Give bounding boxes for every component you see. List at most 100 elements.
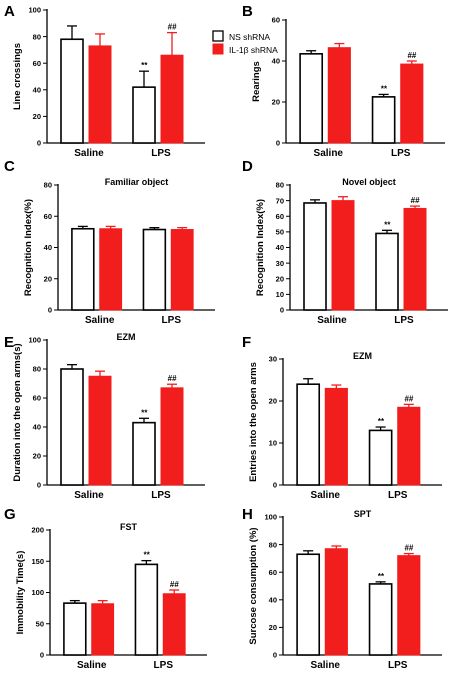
panel-c-bar-il1b-saline xyxy=(99,228,123,311)
panel-a-letter: A xyxy=(4,3,15,20)
panel-e-ytick-label: 80 xyxy=(33,365,41,374)
panel-g-sig-mark: ## xyxy=(170,580,179,589)
panel-g-ytick-label: 200 xyxy=(31,526,44,535)
panel-f-ytick-label: 30 xyxy=(269,355,277,364)
panel-a: A 0 20 40 60 80 100 Line crossings ** ## Saline LPS xyxy=(4,3,205,159)
panel-c-ytick-label: 20 xyxy=(44,274,52,283)
panel-a-sig-mark: ** xyxy=(141,61,148,70)
panel-a-sig-mark: ## xyxy=(168,23,177,32)
panel-h-letter: H xyxy=(242,506,253,523)
panel-g-sig-mark: ** xyxy=(143,551,150,560)
panel-d-ytick-label: 30 xyxy=(276,259,284,268)
panel-f-bar-il1b-saline xyxy=(324,387,348,486)
panel-g-xtick-label: Saline xyxy=(77,660,107,671)
panel-g-ytick-label: 50 xyxy=(36,619,44,628)
panel-a-xtick-label: Saline xyxy=(74,148,104,159)
panel-d-ytick-label: 10 xyxy=(276,290,284,299)
panel-b-ylabel: Rearings xyxy=(251,61,262,102)
panel-d-letter: D xyxy=(242,158,253,175)
panel-h: H 0 20 40 60 80 100 Surcose consumption (%) SPT *… xyxy=(242,506,442,671)
panel-c-bar-ns-lps xyxy=(142,228,167,311)
legend-label-il1b-shrna: IL-1β shRNA xyxy=(229,45,278,55)
legend: NS shRNA IL-1β shRNA xyxy=(212,30,278,55)
legend-label-ns-shrna: NS shRNA xyxy=(229,32,270,42)
panel-d-sig-mark: ** xyxy=(384,220,391,229)
panel-c-ytick-label: 40 xyxy=(44,243,52,252)
panel-f-sig-mark: ## xyxy=(404,394,413,403)
panel-b-xtick-label: Saline xyxy=(314,148,344,159)
panel-d-ylabel: Recognition Index(%) xyxy=(255,199,266,296)
panel-h-ytick-label: 60 xyxy=(269,568,277,577)
panel-f-xtick-label: Saline xyxy=(311,490,341,501)
panel-b: B 0 20 40 60 Rearings ** ## Saline LPS xyxy=(242,3,445,159)
panel-a-ytick-label: 20 xyxy=(33,112,41,121)
panel-c-bar-il1b-lps xyxy=(170,229,194,311)
panel-e-ytick-label: 0 xyxy=(37,481,41,490)
panel-h-xtick-label: LPS xyxy=(388,660,408,671)
panel-h-bar-il1b-saline xyxy=(324,548,348,656)
panel-f-title: EZM xyxy=(353,351,372,361)
panel-b-ytick-label: 0 xyxy=(276,139,280,148)
panel-f-sig-mark: ** xyxy=(377,417,384,426)
panel-a-ytick-label: 0 xyxy=(37,139,41,148)
panel-g-ytick-label: 0 xyxy=(40,651,44,660)
legend-swatch-ns-shrna xyxy=(212,30,224,42)
panel-h-ylabel: Surcose consumption (%) xyxy=(248,527,259,644)
panel-g-bar-il1b-lps xyxy=(162,593,186,656)
panel-g-ytick-label: 150 xyxy=(31,557,44,566)
panel-b-xtick-label: LPS xyxy=(391,148,411,159)
panel-e-ytick-label: 100 xyxy=(28,336,41,345)
panel-g-letter: G xyxy=(4,506,16,523)
panel-d-sig-mark: ## xyxy=(411,196,420,205)
panel-a-ytick-label: 80 xyxy=(33,32,41,41)
panel-a-ytick-label: 40 xyxy=(33,86,41,95)
panel-e-sig-mark: ** xyxy=(141,408,148,417)
panel-c-letter: C xyxy=(4,158,15,175)
panel-c-bar-ns-saline xyxy=(71,227,95,311)
panel-g-xtick-label: LPS xyxy=(154,660,174,671)
panel-g-bar-ns-lps xyxy=(134,563,159,656)
panel-h-ytick-label: 80 xyxy=(269,540,277,549)
panel-h-sig-mark: ## xyxy=(404,544,413,553)
panel-e-ytick-label: 60 xyxy=(33,394,41,403)
panel-d-ytick-label: 70 xyxy=(276,196,284,205)
panel-c-ytick-label: 60 xyxy=(44,212,52,221)
panel-g: G 0 50 100 150 200 Immobility Time(s) FST ** ## Sa… xyxy=(4,506,207,671)
panel-a-bar-ns-saline xyxy=(60,38,84,144)
panel-d-ytick-label: 50 xyxy=(276,228,284,237)
panel-e-title: EZM xyxy=(117,332,136,342)
panel-c-xtick-label: LPS xyxy=(162,315,182,326)
panel-d-ytick-label: 80 xyxy=(276,181,284,190)
panel-b-bar-ns-lps xyxy=(371,96,396,144)
panel-b-bar-il1b-saline xyxy=(327,47,351,144)
panel-a-xtick-label: LPS xyxy=(151,148,171,159)
panel-e: E 0 20 40 60 80 100 Duration into the open arms… xyxy=(4,332,205,501)
panel-h-ytick-label: 40 xyxy=(269,596,277,605)
panel-e-bar-il1b-saline xyxy=(88,375,112,486)
panel-a-bar-il1b-lps xyxy=(160,54,184,144)
panel-f-ytick-label: 20 xyxy=(269,397,277,406)
panel-d-ytick-label: 20 xyxy=(276,274,284,283)
panel-d-xtick-label: Saline xyxy=(317,315,347,326)
panel-h-bar-il1b-lps xyxy=(397,555,421,656)
panel-g-ylabel: Immobility Time(s) xyxy=(15,551,26,635)
panel-d-bar-il1b-saline xyxy=(331,200,355,311)
panel-h-ytick-label: 100 xyxy=(264,513,277,522)
panel-e-xtick-label: LPS xyxy=(151,490,171,501)
panel-b-bar-il1b-lps xyxy=(400,63,424,144)
panel-e-ytick-label: 40 xyxy=(33,423,41,432)
panel-e-letter: E xyxy=(4,334,14,351)
panel-c-xtick-label: Saline xyxy=(85,315,115,326)
panel-f-ylabel: Entries into the open arms xyxy=(248,362,259,482)
panel-h-bar-ns-lps xyxy=(368,583,393,656)
panel-d-title: Novel object xyxy=(342,177,396,187)
panel-f-bar-il1b-lps xyxy=(397,406,421,486)
panel-f-xtick-label: LPS xyxy=(388,490,408,501)
panel-f-letter: F xyxy=(242,334,251,351)
panel-e-bar-il1b-lps xyxy=(160,387,184,486)
panel-e-sig-mark: ## xyxy=(168,374,177,383)
panel-d-bar-ns-saline xyxy=(303,202,327,311)
panel-e-ytick-label: 20 xyxy=(33,452,41,461)
panel-d-ytick-label: 0 xyxy=(280,306,284,315)
panel-b-letter: B xyxy=(242,3,253,20)
